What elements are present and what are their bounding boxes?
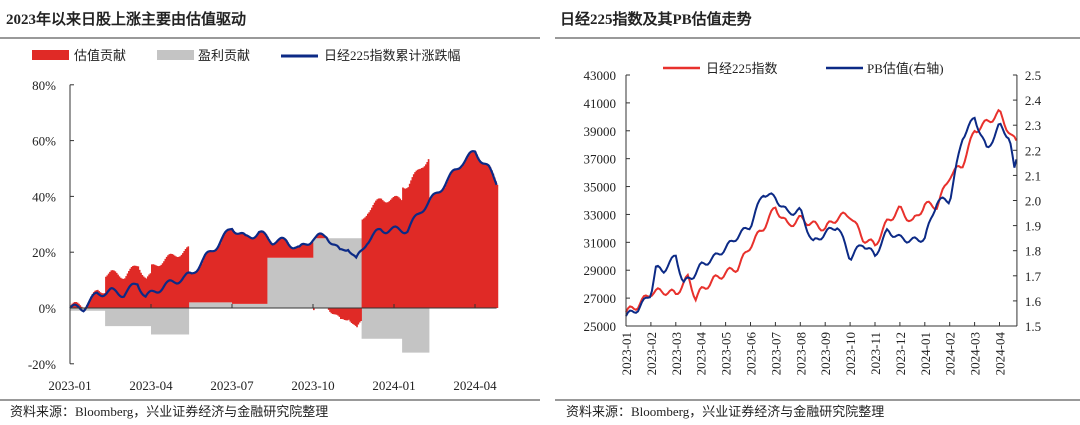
x-tick-label: 2024-03 [968, 332, 983, 375]
x-tick-label: 2024-01 [372, 378, 415, 393]
legend-label-nikkei: 日经225指数 [706, 61, 778, 76]
x-tick-label: 2023-03 [669, 332, 684, 375]
x-tick-label: 2023-06 [744, 332, 759, 376]
left-y-tick-label: 29000 [584, 263, 617, 278]
x-tick-label: 2023-08 [793, 332, 808, 375]
x-tick-label: 2023-01 [619, 332, 634, 375]
right-y-tick-label: 2.3 [1025, 118, 1041, 133]
x-tick-label: 2023-01 [48, 378, 91, 393]
legend-swatch-earnings [157, 50, 194, 60]
x-tick-label: 2023-10 [291, 378, 334, 393]
x-tick-label: 2024-04 [453, 378, 497, 393]
left-y-tick-label: 27000 [584, 291, 617, 306]
right-y-tick-label: 2.0 [1025, 194, 1041, 209]
y-tick-label: 0% [39, 301, 57, 316]
earnings-contribution-area [70, 238, 430, 353]
pb-valuation-line [625, 116, 1018, 317]
left-y-tick-label: 35000 [584, 180, 617, 195]
left-source: 资料来源：Bloomberg，兴业证券经济与金融研究院整理 [10, 404, 328, 419]
right-source: 资料来源：Bloomberg，兴业证券经济与金融研究院整理 [566, 404, 884, 419]
x-tick-label: 2023-02 [644, 332, 659, 375]
x-tick-label: 2024-02 [943, 332, 958, 375]
right-y-tick-label: 2.5 [1025, 68, 1041, 83]
right-y-tick-label: 1.9 [1025, 219, 1041, 234]
left-y-tick-label: 43000 [584, 68, 617, 83]
y-tick-label: 40% [32, 189, 56, 204]
y-tick-label: 80% [32, 78, 56, 93]
right-chart-title: 日经225指数及其PB估值走势 [560, 10, 752, 28]
legend-swatch-valuation [32, 50, 69, 60]
left-chart-title: 2023年以来日股上涨主要由估值驱动 [6, 10, 246, 28]
right-y-tick-label: 1.7 [1025, 269, 1042, 284]
left-y-tick-label: 25000 [584, 319, 617, 334]
x-tick-label: 2023-12 [893, 332, 908, 375]
right-y-tick-label: 2.1 [1025, 168, 1041, 183]
x-tick-label: 2024-01 [918, 332, 933, 375]
legend-label-pb: PB估值(右轴) [867, 61, 944, 76]
left-y-tick-label: 41000 [584, 96, 617, 111]
x-tick-label: 2024-04 [993, 332, 1008, 376]
y-tick-label: 20% [32, 245, 56, 260]
nikkei-cumulative-line [69, 150, 498, 313]
x-tick-label: 2023-11 [868, 332, 883, 375]
right-y-tick-label: 2.2 [1025, 143, 1041, 158]
left-y-tick-label: 37000 [584, 152, 617, 167]
y-tick-label: 60% [32, 134, 56, 149]
x-tick-label: 2023-04 [694, 332, 709, 376]
right-y-tick-label: 1.5 [1025, 319, 1041, 334]
x-tick-label: 2023-04 [129, 378, 173, 393]
legend-label-nikkei: 日经225指数累计涨跌幅 [324, 48, 461, 63]
left-y-tick-label: 39000 [584, 124, 617, 139]
left-y-tick-label: 31000 [584, 235, 617, 250]
right-y-tick-label: 1.6 [1025, 294, 1042, 309]
x-tick-label: 2023-10 [843, 332, 858, 375]
legend-label-earnings: 盈利贡献 [198, 48, 250, 63]
legend-label-valuation: 估值贡献 [74, 48, 126, 63]
x-tick-label: 2023-05 [719, 332, 734, 375]
y-tick-label: -20% [28, 357, 56, 372]
x-tick-label: 2023-09 [818, 332, 833, 375]
right-y-tick-label: 1.8 [1025, 244, 1041, 259]
nikkei-index-line [625, 108, 1018, 313]
x-tick-label: 2023-07 [210, 378, 254, 393]
left-y-tick-label: 33000 [584, 207, 617, 222]
right-y-tick-label: 2.4 [1025, 93, 1042, 108]
x-tick-label: 2023-07 [768, 332, 783, 376]
